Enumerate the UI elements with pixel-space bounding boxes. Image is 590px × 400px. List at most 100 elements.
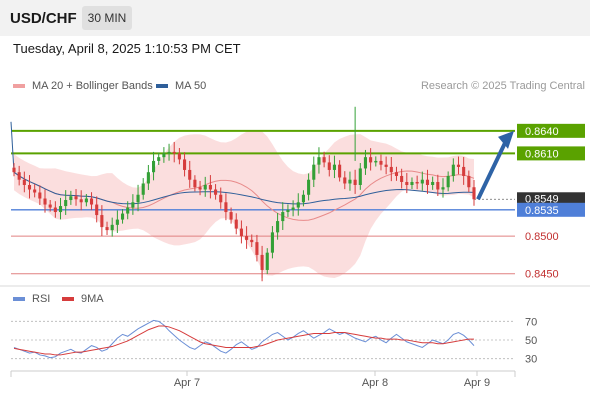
candle-body [317,157,321,165]
candle-body [120,213,125,220]
legend-ma20-bollinger: MA 20 + Bollinger Bands [13,80,153,92]
candle-body [53,207,57,213]
candle-body [286,209,290,213]
candle-body [384,164,388,167]
candle-body [167,151,171,154]
candle-body [105,227,109,231]
candle-body [415,181,419,184]
candle-body [224,202,228,213]
candle-body [250,239,254,243]
rsi-tick-50: 50 [525,335,537,347]
candle-body [374,160,378,163]
legend-swatch-rsi [13,297,25,301]
candle-body [394,172,399,176]
legend-swatch-ma20 [13,84,25,88]
candle-body [456,164,461,167]
level-label-box-0.8610 [517,146,585,161]
candle-body [172,151,176,154]
candle-body [95,204,99,216]
candle-body [431,181,435,185]
candle-body [255,242,259,255]
legend-ma50: MA 50 [156,80,206,92]
level-label-box-0.8535 [517,202,585,217]
timestamp: Tuesday, April 8, 2025 1:10:53 PM CET [13,41,241,56]
candle-body [198,187,202,190]
legend-rsi-ma: 9MA [62,293,104,305]
candle-body [100,215,104,228]
legend-swatch-ma50 [156,84,168,88]
candle-body [136,194,140,203]
candle-body [312,164,316,180]
level-label-0.8549: 0.8549 [525,193,559,205]
candle-body [177,153,181,160]
rsi-ma-line [13,325,474,356]
candle-body [131,202,135,208]
x-label-Apr-8: Apr 8 [362,377,388,389]
level-label-0.8450: 0.8450 [525,269,559,281]
candle-body [327,162,331,170]
candle-body [363,157,368,169]
candle-body [183,159,187,170]
candle-body [446,175,450,188]
candle-body [276,221,280,233]
candle-body [234,219,238,229]
credit: Research © 2025 Trading Central [420,80,585,92]
candle-body [338,164,342,178]
forecast-arrow-shaft [476,139,508,201]
rsi-line [13,319,475,359]
candle-body [152,160,156,173]
legend-swatch-rsi-ma [62,297,74,301]
candle-body [48,204,52,208]
candle-body [462,166,466,176]
candle-body [369,157,373,163]
candle-body [436,181,440,190]
candle-body [301,194,305,203]
candle-body [203,184,207,190]
candle-body [332,164,336,170]
candle-body [270,232,274,253]
candle-body [379,160,383,165]
candle-body [472,187,476,200]
candle-body [239,228,243,237]
candle-body [146,172,150,184]
candle-body [322,157,326,163]
candle-body [281,212,285,222]
candle-body [64,200,68,207]
candle-body [58,206,63,213]
header-bar: USD/CHF 30 MIN [0,0,590,36]
candle-body [74,196,78,200]
candle-body [43,198,47,205]
candle-body [420,179,424,184]
candle-body [141,183,145,195]
candle-body [157,157,161,161]
rsi-tick-30: 30 [525,354,537,366]
candle-body [33,189,37,193]
candle-body [245,236,249,240]
candle-body [214,189,218,195]
candle-body [467,175,471,188]
candle-body [115,219,119,225]
candle-body [193,179,197,188]
legend-rsi-label: RSI [32,293,51,305]
level-label-0.8500: 0.8500 [525,231,559,243]
candle-body [348,179,352,184]
candle-body [208,184,212,190]
candle-body [17,172,21,180]
candle-body [265,252,269,270]
candle-body [12,167,16,173]
x-label-Apr-9: Apr 9 [464,377,490,389]
timeframe-badge[interactable]: 30 MIN [82,6,132,30]
level-label-0.8610: 0.8610 [525,148,559,160]
level-label-0.8640: 0.8640 [525,126,559,138]
candle-body [22,179,26,185]
candle-body [307,179,311,195]
symbol-title: USD/CHF [10,10,77,27]
legend-rsi: RSI [13,293,50,305]
bollinger-band [14,130,474,278]
level-label-box-0.8549 [517,192,585,207]
candle-body [79,199,83,203]
candle-body [296,202,300,208]
candle-body [188,169,192,180]
